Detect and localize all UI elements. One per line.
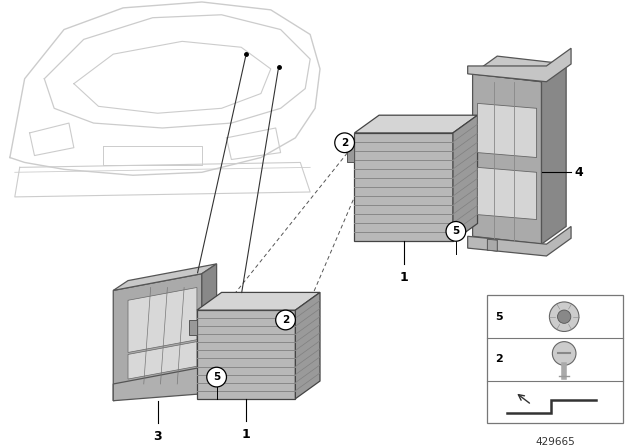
Polygon shape bbox=[113, 358, 216, 401]
Polygon shape bbox=[197, 293, 320, 310]
Circle shape bbox=[557, 310, 571, 323]
Polygon shape bbox=[488, 239, 497, 251]
Text: 2: 2 bbox=[282, 315, 289, 325]
Text: 4: 4 bbox=[574, 166, 583, 179]
Circle shape bbox=[549, 302, 579, 332]
Polygon shape bbox=[477, 168, 536, 220]
Polygon shape bbox=[189, 320, 197, 335]
Polygon shape bbox=[468, 48, 571, 82]
Polygon shape bbox=[468, 226, 571, 256]
Circle shape bbox=[276, 310, 296, 330]
Polygon shape bbox=[355, 133, 453, 241]
Text: 1: 1 bbox=[242, 428, 250, 441]
Polygon shape bbox=[477, 103, 536, 158]
Polygon shape bbox=[128, 288, 197, 353]
Bar bbox=[488, 295, 623, 423]
Text: 3: 3 bbox=[153, 430, 162, 443]
Text: 1: 1 bbox=[399, 271, 408, 284]
Polygon shape bbox=[202, 264, 216, 384]
Polygon shape bbox=[347, 145, 355, 163]
Polygon shape bbox=[355, 115, 477, 133]
Text: 5: 5 bbox=[495, 312, 503, 322]
Polygon shape bbox=[488, 239, 497, 251]
Text: 5: 5 bbox=[213, 372, 220, 382]
Circle shape bbox=[335, 133, 355, 153]
Polygon shape bbox=[541, 64, 566, 244]
Text: 5: 5 bbox=[452, 226, 460, 237]
Polygon shape bbox=[472, 74, 541, 244]
Circle shape bbox=[446, 221, 466, 241]
Polygon shape bbox=[296, 293, 320, 399]
Polygon shape bbox=[197, 310, 296, 399]
Text: 429665: 429665 bbox=[536, 437, 575, 447]
Polygon shape bbox=[113, 264, 216, 290]
Text: 2: 2 bbox=[495, 354, 503, 364]
Polygon shape bbox=[128, 342, 197, 379]
Circle shape bbox=[207, 367, 227, 387]
Polygon shape bbox=[113, 274, 202, 401]
Polygon shape bbox=[453, 115, 477, 241]
Text: 2: 2 bbox=[341, 138, 348, 148]
Polygon shape bbox=[472, 56, 566, 82]
Circle shape bbox=[552, 342, 576, 365]
